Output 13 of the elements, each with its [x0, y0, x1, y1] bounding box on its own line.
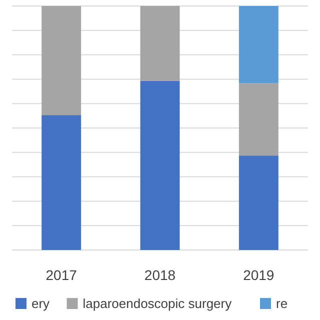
- bar: [238, 6, 278, 84]
- legend-label: re: [276, 296, 288, 311]
- x-tick-label: 2019: [243, 267, 274, 283]
- bar: [42, 115, 82, 250]
- x-tick-label: 2017: [46, 267, 78, 283]
- bar: [140, 6, 180, 81]
- x-tick-label: 2018: [144, 267, 176, 283]
- bar: [140, 80, 180, 250]
- bar: [238, 156, 278, 250]
- legend-label: ery: [31, 296, 50, 311]
- legend-label: laparoendoscopic surgery: [82, 296, 232, 311]
- bar: [42, 6, 82, 116]
- bar: [238, 83, 278, 156]
